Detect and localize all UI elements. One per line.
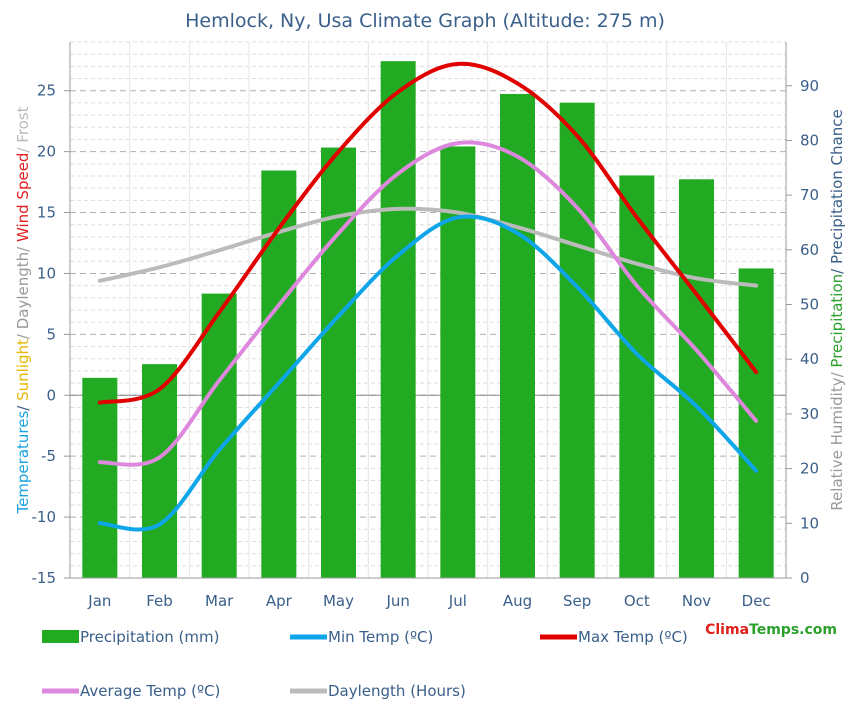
y-right-label-part: Precipitation xyxy=(828,274,846,368)
right-tick-label: 0 xyxy=(800,569,810,587)
precipitation-bar xyxy=(559,102,595,578)
series-line xyxy=(97,61,759,405)
x-tick-label: Nov xyxy=(682,592,711,610)
axes: -15 -10 -5 0 5 10 15 20 25 0 10 20 30 40 50 60 70 80 90 Jan… xyxy=(14,42,846,610)
left-tick-label: 15 xyxy=(37,204,56,222)
y-right-axis-label: Relative Humidity/ Precipitation/ Precip… xyxy=(828,109,846,510)
right-tick-label: 40 xyxy=(800,350,819,368)
left-tick-label: 25 xyxy=(37,82,56,100)
legend-label: Max Temp (ºC) xyxy=(578,628,688,646)
precipitation-bar xyxy=(500,93,535,579)
legend-label: Precipitation (mm) xyxy=(80,628,219,646)
y-right-label-part: / Precipitation Chance xyxy=(828,109,846,274)
chart-title: Hemlock, Ny, Usa Climate Graph (Altitude… xyxy=(185,10,665,32)
x-tick-label: Sep xyxy=(563,592,591,610)
brand-part3: .com xyxy=(799,622,837,638)
y-left-label-part: / Daylength/ xyxy=(14,242,32,339)
left-tick-label: 5 xyxy=(46,325,56,343)
y-left-axis-label: Temperatures/ Sunlight/ Daylength/ Wind … xyxy=(14,106,32,514)
legend-label: Average Temp (ºC) xyxy=(80,682,220,700)
series-lines xyxy=(97,61,759,532)
precipitation-bar xyxy=(679,179,714,579)
left-tick-label: 0 xyxy=(46,386,56,404)
precipitation-bar xyxy=(82,377,118,578)
x-tick-label: Mar xyxy=(205,592,234,610)
series-line xyxy=(97,206,759,288)
x-tick-label: May xyxy=(323,592,354,610)
left-tick-label: -5 xyxy=(41,447,56,465)
legend-swatch xyxy=(42,630,79,643)
climatemps-logo: ClimaTemps.com xyxy=(705,622,837,638)
right-tick-label: 80 xyxy=(800,131,819,149)
brand-part1: Clima xyxy=(705,622,749,638)
precipitation-bar xyxy=(142,364,177,578)
x-tick-label: Aug xyxy=(503,592,532,610)
left-tick-label: -15 xyxy=(32,569,57,587)
x-tick-label: Jan xyxy=(87,592,111,610)
legend-label: Min Temp (ºC) xyxy=(328,628,433,646)
legend: Precipitation (mm) Min Temp (ºC) Max Temp … xyxy=(42,628,688,700)
right-tick-label: 20 xyxy=(800,460,819,478)
x-tick-label: Jul xyxy=(448,592,467,610)
series-line xyxy=(97,214,759,532)
right-tick-label: 60 xyxy=(800,241,819,259)
precipitation-bar xyxy=(738,268,774,578)
left-tick-label: 20 xyxy=(37,143,56,161)
x-tick-label: Dec xyxy=(742,592,771,610)
brand-part2: Temps xyxy=(749,622,799,638)
right-tick-label: 10 xyxy=(800,514,819,532)
right-tick-label: 70 xyxy=(800,186,819,204)
legend-label: Daylength (Hours) xyxy=(328,682,466,700)
right-tick-label: 90 xyxy=(800,77,819,95)
y-left-label-part: Sunlight xyxy=(14,339,32,401)
x-tick-label: Jun xyxy=(385,592,409,610)
left-tick-label: -10 xyxy=(32,508,57,526)
y-left-label-part: Temperatures xyxy=(14,411,32,515)
y-left-label-part: Wind Speed xyxy=(14,153,32,243)
x-tick-label: Oct xyxy=(624,592,650,610)
y-right-label-part: Relative Humidity/ xyxy=(828,368,846,511)
right-tick-label: 30 xyxy=(800,405,819,423)
precipitation-bar xyxy=(619,175,655,578)
grid xyxy=(69,41,787,578)
y-left-label-part: / xyxy=(14,401,32,411)
precipitation-bar xyxy=(380,61,416,578)
y-left-label-part: / Frost xyxy=(14,106,32,152)
series-line xyxy=(97,140,759,467)
precipitation-bar xyxy=(261,170,297,578)
right-tick-label: 50 xyxy=(800,296,819,314)
x-tick-label: Apr xyxy=(266,592,293,610)
x-tick-label: Feb xyxy=(146,592,173,610)
left-tick-label: 10 xyxy=(37,264,56,282)
